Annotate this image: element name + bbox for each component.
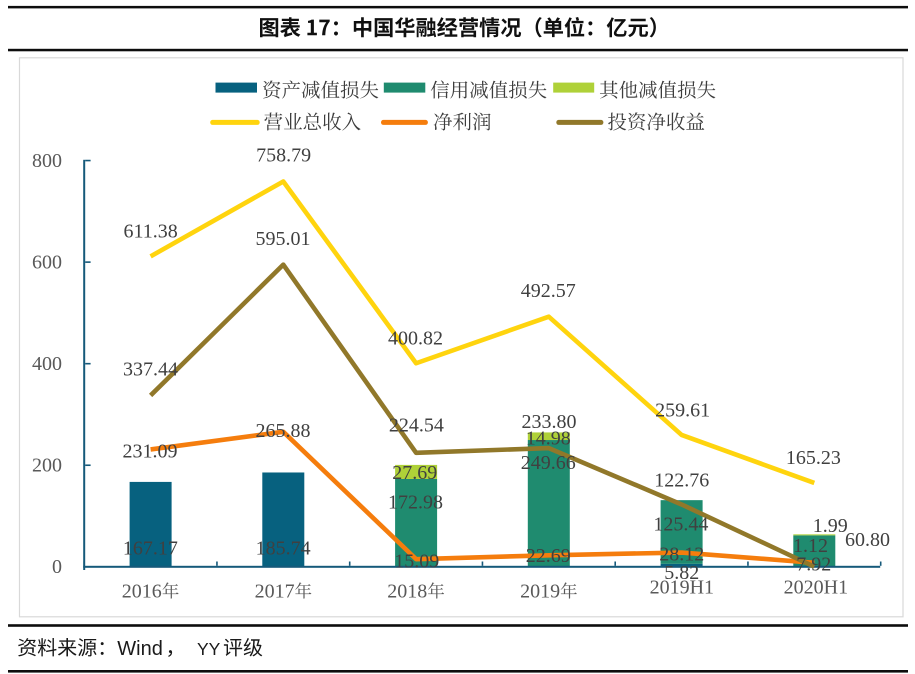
svg-text:2018: 2018 bbox=[387, 580, 427, 602]
svg-text:758.79: 758.79 bbox=[256, 145, 311, 167]
svg-text:595.01: 595.01 bbox=[256, 228, 311, 250]
svg-text:125.44: 125.44 bbox=[653, 513, 708, 535]
svg-text:337.44: 337.44 bbox=[123, 359, 178, 381]
svg-text:22.69: 22.69 bbox=[526, 545, 571, 567]
svg-text:2019H1: 2019H1 bbox=[650, 577, 714, 599]
svg-text:165.23: 165.23 bbox=[786, 447, 841, 469]
svg-text:60.80: 60.80 bbox=[845, 529, 890, 551]
svg-text:611.38: 611.38 bbox=[123, 220, 177, 242]
svg-text:400: 400 bbox=[32, 353, 62, 375]
svg-text:249.66: 249.66 bbox=[521, 452, 576, 474]
svg-text:0: 0 bbox=[52, 556, 62, 578]
svg-text:231.09: 231.09 bbox=[123, 441, 178, 463]
svg-text:1.12: 1.12 bbox=[793, 535, 828, 557]
svg-text:167.17: 167.17 bbox=[123, 537, 178, 559]
svg-text:Wind: Wind bbox=[117, 638, 163, 660]
svg-text:800: 800 bbox=[32, 150, 62, 172]
svg-text:185.74: 185.74 bbox=[256, 537, 311, 559]
svg-text:27.69: 27.69 bbox=[392, 462, 437, 484]
svg-text:15.09: 15.09 bbox=[394, 550, 439, 572]
svg-text:1.99: 1.99 bbox=[813, 515, 848, 537]
svg-text:2020H1: 2020H1 bbox=[784, 577, 848, 599]
svg-text:233.80: 233.80 bbox=[522, 411, 577, 433]
svg-text:224.54: 224.54 bbox=[389, 414, 444, 436]
svg-text:265.88: 265.88 bbox=[256, 420, 311, 442]
svg-text:2017: 2017 bbox=[255, 580, 295, 602]
svg-text:172.98: 172.98 bbox=[388, 492, 443, 514]
svg-text:259.61: 259.61 bbox=[655, 400, 710, 422]
svg-text:492.57: 492.57 bbox=[521, 280, 576, 302]
svg-text:28.12: 28.12 bbox=[659, 543, 704, 565]
svg-text:7.92: 7.92 bbox=[796, 554, 831, 576]
svg-text:YY: YY bbox=[197, 639, 221, 659]
svg-text:600: 600 bbox=[32, 251, 62, 273]
svg-text:2019: 2019 bbox=[520, 580, 560, 602]
svg-text:5.82: 5.82 bbox=[664, 562, 699, 584]
svg-text:2016: 2016 bbox=[122, 580, 162, 602]
svg-text:14.98: 14.98 bbox=[526, 427, 571, 449]
svg-text:122.76: 122.76 bbox=[654, 469, 709, 491]
svg-text:200: 200 bbox=[32, 455, 62, 477]
svg-text:400.82: 400.82 bbox=[388, 327, 443, 349]
